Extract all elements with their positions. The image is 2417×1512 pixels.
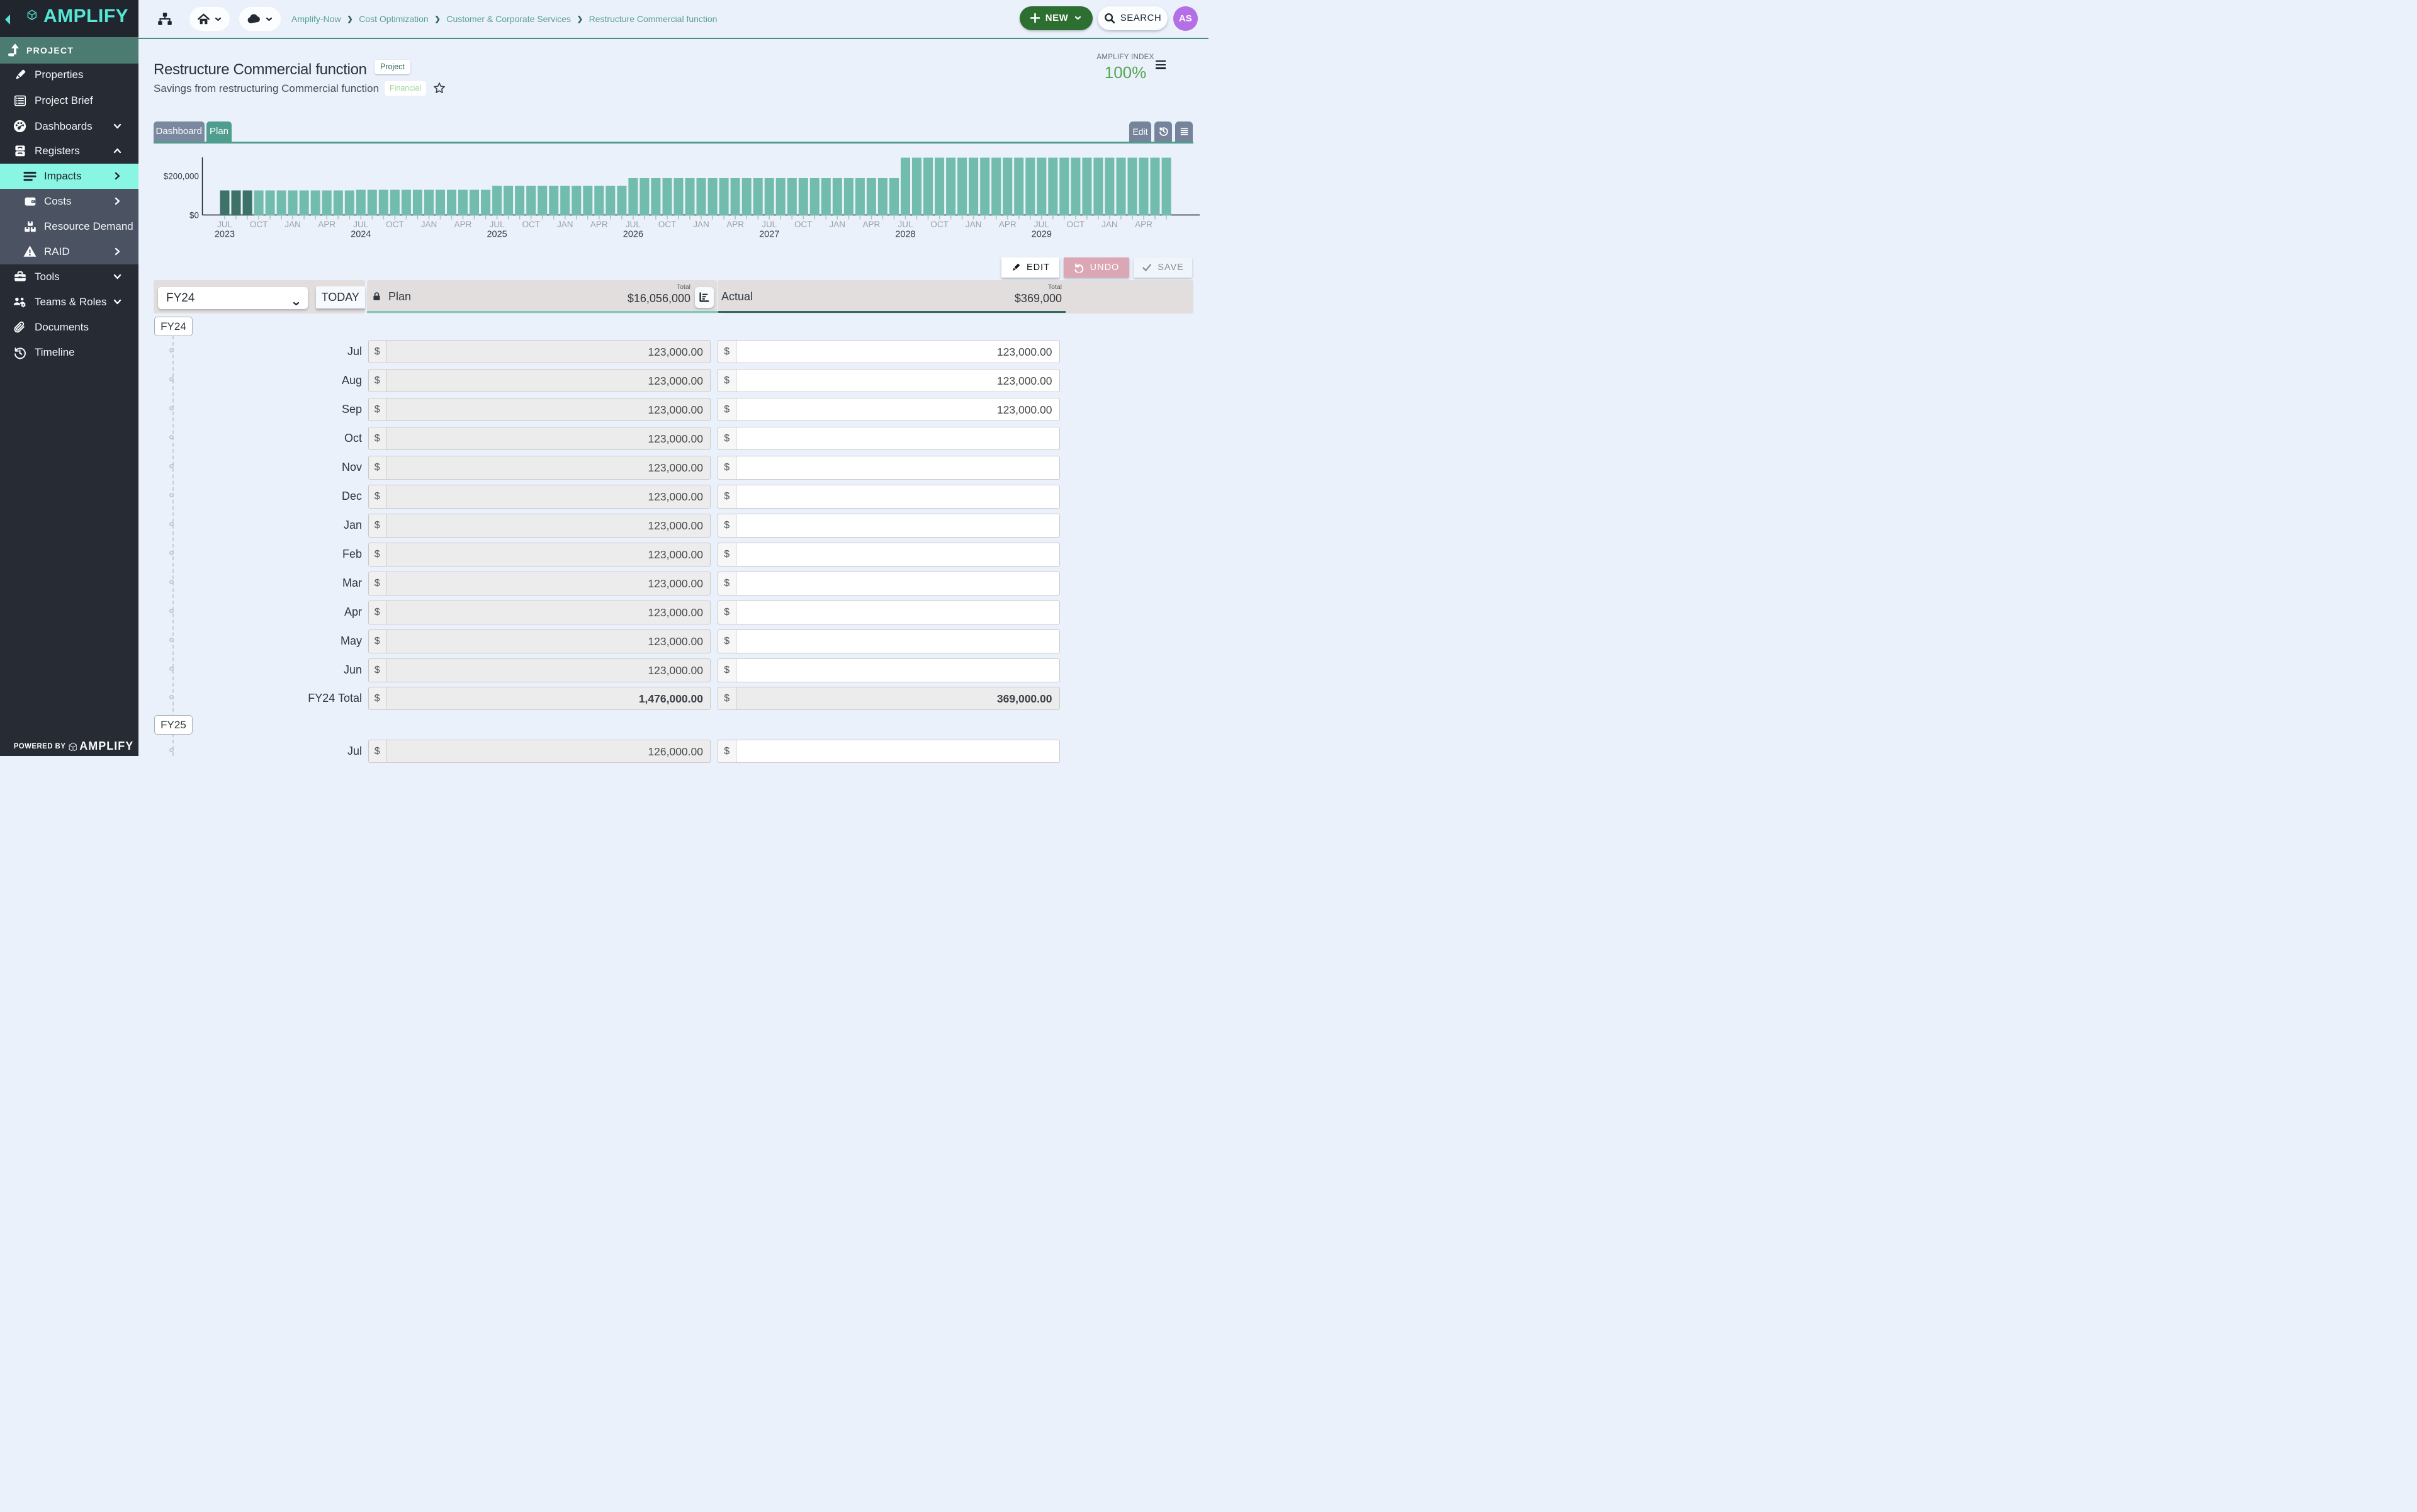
svg-text:2023: 2023 xyxy=(215,230,235,240)
svg-text:2029: 2029 xyxy=(1032,230,1052,240)
svg-text:2028: 2028 xyxy=(895,230,915,240)
svg-text:2026: 2026 xyxy=(623,230,643,240)
svg-text:JAN: JAN xyxy=(830,220,846,229)
svg-text:$0: $0 xyxy=(189,211,199,220)
svg-text:APR: APR xyxy=(1135,220,1152,229)
svg-text:2027: 2027 xyxy=(759,230,779,240)
svg-text:APR: APR xyxy=(999,220,1017,229)
svg-text:APR: APR xyxy=(726,220,744,229)
svg-text:APR: APR xyxy=(863,220,881,229)
svg-text:OCT: OCT xyxy=(386,220,404,229)
svg-text:JAN: JAN xyxy=(421,220,437,229)
svg-text:OCT: OCT xyxy=(794,220,813,229)
svg-text:JAN: JAN xyxy=(285,220,301,229)
svg-text:JUL: JUL xyxy=(898,220,913,229)
svg-text:2025: 2025 xyxy=(487,230,507,240)
svg-text:JAN: JAN xyxy=(557,220,573,229)
svg-text:JUL: JUL xyxy=(217,220,232,229)
svg-text:$200,000: $200,000 xyxy=(164,172,199,181)
svg-text:JUL: JUL xyxy=(626,220,641,229)
svg-text:OCT: OCT xyxy=(658,220,677,229)
svg-text:JAN: JAN xyxy=(1101,220,1118,229)
svg-text:APR: APR xyxy=(318,220,335,229)
svg-text:JAN: JAN xyxy=(693,220,709,229)
svg-text:APR: APR xyxy=(590,220,608,229)
svg-text:OCT: OCT xyxy=(930,220,949,229)
svg-text:OCT: OCT xyxy=(522,220,540,229)
svg-text:JUL: JUL xyxy=(762,220,777,229)
svg-text:OCT: OCT xyxy=(250,220,268,229)
svg-text:JUL: JUL xyxy=(353,220,368,229)
svg-text:JUL: JUL xyxy=(1034,220,1049,229)
svg-text:JUL: JUL xyxy=(490,220,505,229)
svg-text:2024: 2024 xyxy=(351,230,371,240)
svg-text:OCT: OCT xyxy=(1067,220,1085,229)
svg-text:JAN: JAN xyxy=(966,220,982,229)
svg-text:APR: APR xyxy=(454,220,472,229)
